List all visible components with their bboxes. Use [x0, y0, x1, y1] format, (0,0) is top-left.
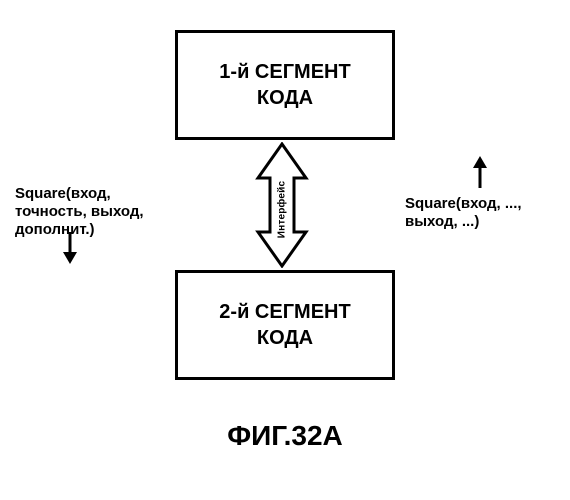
- right-call-label: Square(вход, ..., выход, ...): [405, 195, 565, 231]
- left-call-label: Square(вход, точность, выход, дополнит.): [15, 185, 185, 239]
- figure-title: ФИГ.32А: [0, 420, 570, 452]
- segment-2-box: 2-й СЕГМЕНТКОДА: [175, 270, 395, 380]
- segment-2-label: 2-й СЕГМЕНТКОДА: [219, 299, 350, 351]
- diagram-container: 1-й СЕГМЕНТКОДА 2-й СЕГМЕНТКОДА Интерфей…: [0, 0, 570, 500]
- segment-1-box: 1-й СЕГМЕНТКОДА: [175, 30, 395, 140]
- interface-label: Интерфейс: [277, 175, 288, 245]
- arrow-down-icon: [60, 230, 80, 265]
- arrow-up-icon: [470, 155, 490, 190]
- segment-1-label: 1-й СЕГМЕНТКОДА: [219, 59, 350, 111]
